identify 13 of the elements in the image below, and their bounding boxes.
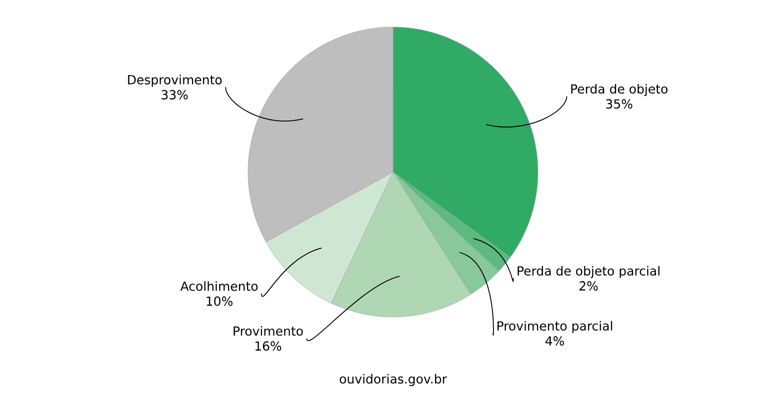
data-label: 16% bbox=[255, 341, 282, 351]
data-label: 2% bbox=[580, 281, 598, 291]
data-label: 10% bbox=[206, 296, 232, 306]
slice-label: Provimento parcial bbox=[498, 320, 612, 334]
slice-label: Perda de objeto parcial bbox=[518, 266, 660, 278]
data-label: 35% bbox=[606, 99, 632, 109]
slice-label: Perda de objeto bbox=[571, 84, 668, 96]
slice-label: Acolhimento bbox=[180, 281, 258, 291]
text: ouvidorias.gov.br bbox=[340, 374, 447, 386]
slice-label: Desprovimento bbox=[128, 74, 222, 87]
data-label: 4% bbox=[545, 336, 564, 346]
data-label: 33% bbox=[162, 90, 188, 100]
slice-label: Provimento bbox=[234, 326, 303, 336]
